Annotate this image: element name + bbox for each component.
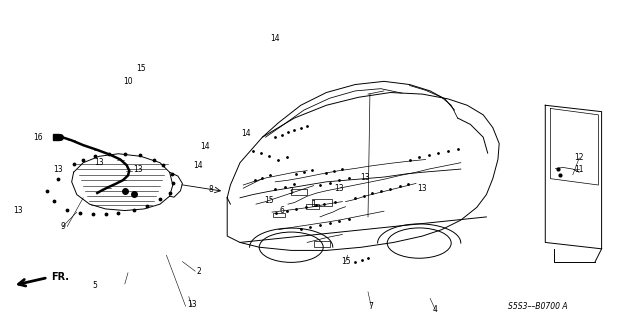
Text: 9: 9: [60, 222, 65, 231]
Text: 15: 15: [264, 197, 274, 205]
Text: 14: 14: [241, 130, 252, 138]
Bar: [306, 204, 319, 209]
Text: 15: 15: [340, 257, 351, 266]
Text: 13: 13: [187, 300, 197, 309]
Bar: [314, 241, 330, 247]
Text: 13: 13: [360, 173, 370, 182]
Bar: [312, 199, 332, 206]
Text: 14: 14: [270, 34, 280, 43]
Text: 13: 13: [13, 206, 23, 215]
Text: 13: 13: [417, 184, 428, 193]
Text: FR.: FR.: [51, 272, 69, 282]
Text: 15: 15: [136, 64, 146, 73]
Text: 13: 13: [334, 184, 344, 193]
Text: 16: 16: [33, 133, 44, 142]
Text: 13: 13: [52, 165, 63, 174]
Text: 14: 14: [193, 161, 204, 170]
Text: 12: 12: [575, 153, 584, 162]
Text: 6: 6: [279, 206, 284, 215]
Text: 4: 4: [433, 305, 438, 314]
Text: 7: 7: [369, 302, 374, 311]
Text: S5S3––B0700 A: S5S3––B0700 A: [508, 302, 568, 311]
Text: 11: 11: [575, 165, 584, 174]
Text: 10: 10: [123, 77, 133, 86]
Text: 3: 3: [289, 187, 294, 196]
Text: 14: 14: [200, 142, 210, 151]
Bar: [273, 213, 285, 217]
Text: 13: 13: [132, 165, 143, 174]
Text: 5: 5: [92, 281, 97, 290]
Text: 13: 13: [94, 158, 104, 167]
Text: 8: 8: [209, 185, 214, 194]
Bar: [291, 189, 307, 195]
Text: 2: 2: [196, 267, 201, 276]
Text: 1: 1: [311, 200, 316, 209]
